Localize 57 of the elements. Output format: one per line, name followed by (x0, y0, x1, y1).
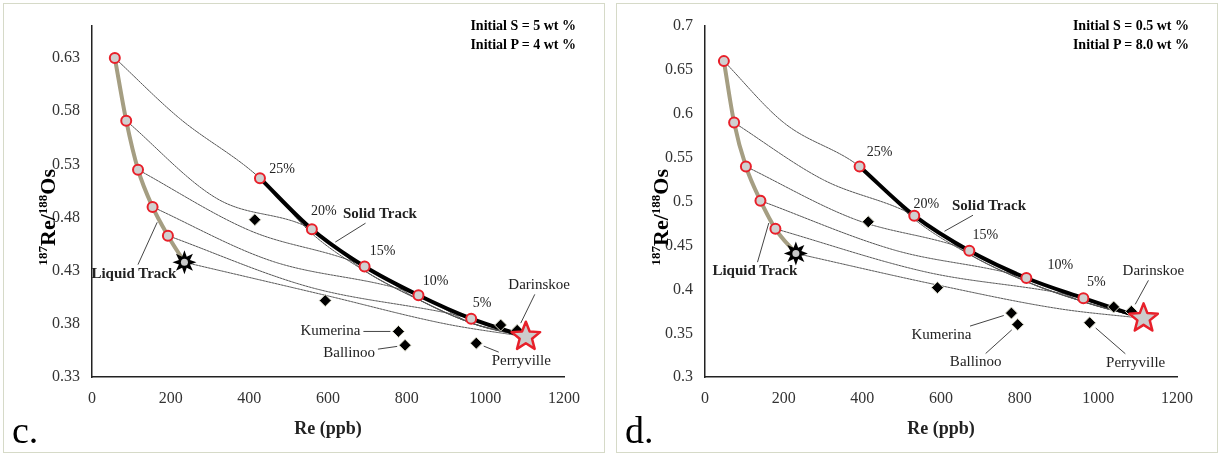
annotation: Kumerina (300, 322, 361, 339)
annotation: Darinskoe (1122, 262, 1185, 279)
y-tick-label: 0.3 (673, 367, 693, 385)
y-tick-label: 0.65 (665, 60, 693, 78)
annotation: Initial S = 0.5 wt % (1072, 18, 1189, 33)
y-tick-label: 0.38 (52, 314, 80, 332)
annotation: 15% (972, 227, 999, 243)
x-tick-label: 200 (771, 389, 796, 406)
y-tick-label: 0.6 (673, 104, 693, 121)
y-tick-label: 0.4 (673, 279, 693, 297)
annotation: 25% (866, 144, 893, 160)
y-tick-label: 0.58 (52, 101, 80, 119)
text: c. (12, 408, 39, 452)
x-tick-label: 0 (88, 389, 96, 406)
y-tick-label: 0.33 (52, 367, 80, 385)
annotation: Kumerina (911, 326, 972, 343)
annotation: 5% (1087, 273, 1107, 289)
x-tick-label: 0 (701, 389, 709, 406)
annotation: Initial S = 5 wt % (470, 18, 576, 33)
annotation: Ballinoo (323, 344, 375, 361)
annotation: Darinskoe (508, 276, 571, 293)
x-tick-label: 800 (394, 389, 419, 406)
x-tick-label: 1200 (1161, 389, 1193, 406)
x-tick-label: 800 (1007, 389, 1032, 406)
x-tick-label: 1000 (469, 389, 502, 406)
annotation: 5% (472, 295, 492, 311)
annotation: Solid Track (951, 197, 1027, 214)
text: d. (625, 408, 654, 452)
y-tick-label: 0.35 (665, 323, 693, 341)
annotation: 15% (369, 243, 396, 259)
annotation: Initial P = 4 wt % (470, 37, 576, 52)
annotation: Perryville (491, 352, 552, 369)
x-tick-label: 400 (850, 389, 875, 406)
annotation: Initial P = 8.0 wt % (1072, 37, 1189, 52)
y-tick-label: 0.55 (665, 147, 693, 165)
y-tick-label: 0.43 (52, 260, 80, 278)
annotation: 20% (311, 202, 338, 218)
x-tick-label: 400 (237, 389, 262, 406)
annotation: 10% (1047, 256, 1074, 272)
annotation: 10% (422, 272, 449, 288)
x-tick-label: 600 (929, 389, 953, 406)
annotation: Liquid Track (712, 262, 798, 279)
x-tick-label: 200 (158, 389, 183, 406)
annotation: Perryville (1106, 353, 1166, 370)
y-tick-label: 0.63 (52, 48, 80, 66)
x-axis-title: Re (ppb) (294, 417, 362, 439)
x-tick-label: 1200 (548, 389, 580, 406)
y-tick-label: 0.5 (673, 191, 693, 209)
x-axis-title: Re (ppb) (907, 417, 975, 439)
annotation: Liquid Track (91, 264, 177, 281)
x-tick-label: 600 (316, 389, 340, 406)
annotation: 20% (913, 196, 940, 212)
x-tick-label: 1000 (1082, 389, 1115, 406)
annotation: 25% (269, 160, 296, 176)
annotation: Solid Track (342, 205, 418, 222)
annotation: Ballinoo (949, 353, 1002, 370)
y-tick-label: 0.7 (673, 16, 693, 34)
